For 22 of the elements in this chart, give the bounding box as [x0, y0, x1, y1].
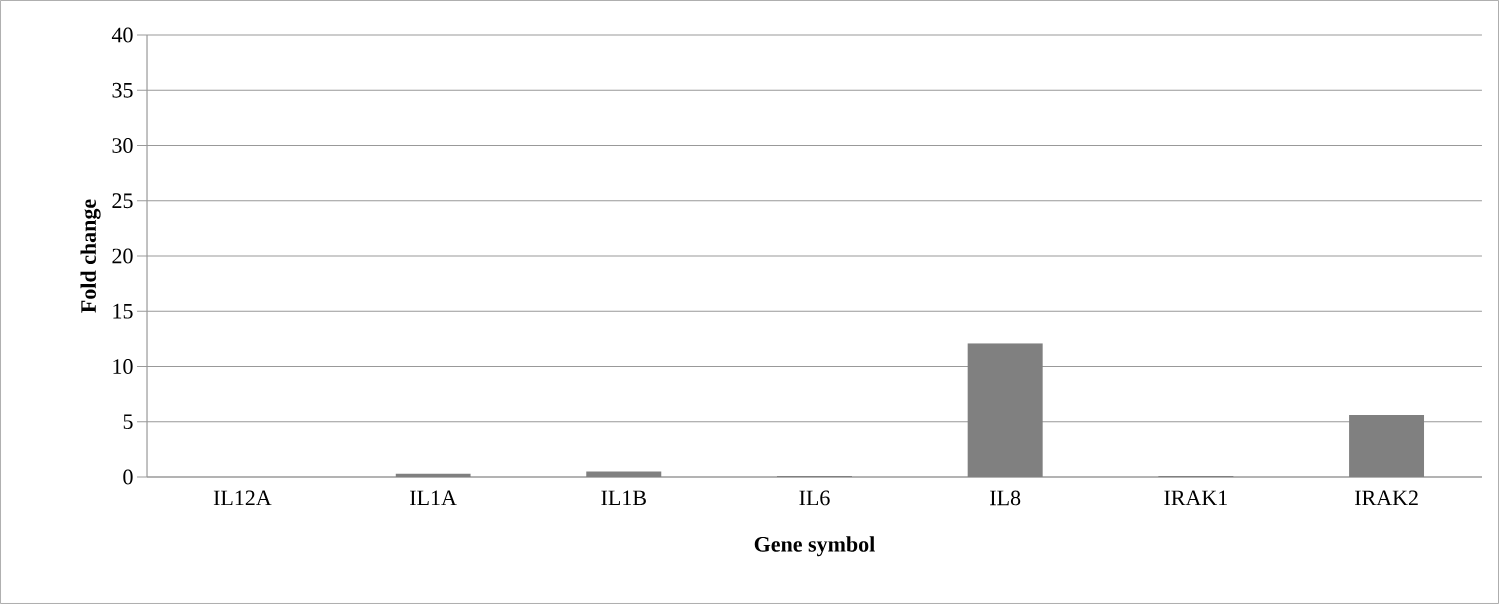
x-tick-label: IL8: [990, 490, 1021, 506]
x-tick-label: IL1A: [410, 490, 457, 506]
y-axis-title: Fold change: [80, 199, 101, 313]
bar: [586, 471, 662, 477]
bar: [967, 343, 1043, 477]
x-tick-label: IL1B: [601, 490, 646, 506]
y-tick-label: 0: [123, 469, 133, 485]
y-tick-label: 15: [113, 303, 133, 319]
x-axis-title: Gene symbol: [754, 536, 875, 557]
y-tick-label: 35: [112, 82, 133, 98]
x-tick-label: IL12A: [213, 490, 272, 506]
x-tick-label: IL6: [799, 490, 830, 506]
x-tick-label: IRAK2: [1354, 490, 1418, 506]
y-tick-label: 20: [112, 248, 133, 264]
y-tick-label: 25: [112, 193, 133, 209]
y-tick-label: 5: [123, 414, 133, 430]
bar: [395, 473, 471, 477]
y-tick-label: 10: [113, 359, 133, 374]
y-tick-label: 40: [111, 27, 133, 43]
bar: [1349, 415, 1425, 477]
x-tick-label: IRAK1: [1164, 490, 1227, 506]
y-tick-label: 30: [112, 138, 133, 153]
